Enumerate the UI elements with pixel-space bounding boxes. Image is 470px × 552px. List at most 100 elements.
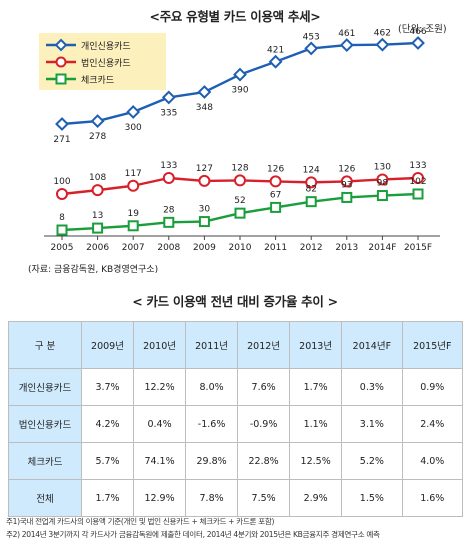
table-row: 체크카드 5.7% 74.1% 29.8% 22.8% 12.5% 5.2% 4… xyxy=(8,442,464,480)
table-cell: 1.1% xyxy=(289,405,343,443)
data-label: 67 xyxy=(270,190,281,200)
x-tick-label: 2013 xyxy=(335,243,358,253)
data-point xyxy=(411,36,425,50)
data-label: 335 xyxy=(160,108,177,118)
data-point xyxy=(197,85,212,99)
data-label: 133 xyxy=(409,161,426,171)
data-point xyxy=(161,90,176,105)
data-label: 453 xyxy=(303,32,320,42)
row-label: 법인신용카드 xyxy=(8,405,82,443)
data-label: 82 xyxy=(305,185,316,195)
data-point xyxy=(56,224,68,236)
diamond-marker-icon xyxy=(46,38,76,52)
data-point xyxy=(268,54,283,69)
data-label: 278 xyxy=(89,132,106,142)
data-point xyxy=(376,173,389,186)
table-cell: 7.6% xyxy=(237,368,291,406)
data-label: 466 xyxy=(409,27,426,37)
data-point xyxy=(234,207,246,219)
table-cell: 1.7% xyxy=(289,368,343,406)
square-marker-icon xyxy=(46,73,76,85)
table-cell: 3.1% xyxy=(341,405,403,443)
x-tick-label: 2006 xyxy=(86,243,109,253)
table-title: < 카드 이용액 전년 대비 증가율 추이 > xyxy=(132,294,338,309)
data-point xyxy=(339,38,354,52)
data-label: 390 xyxy=(231,86,248,96)
table-cell: 12.2% xyxy=(133,368,187,406)
table-cell: 5.2% xyxy=(341,442,403,480)
data-label: 133 xyxy=(160,161,177,171)
x-tick-label: 2012 xyxy=(300,243,323,253)
x-tick-label: 2011 xyxy=(264,243,287,253)
footnotes: 주1)국내 전업계 카드사의 이용액 기준(개인 및 법인 신용카드 + 체크카… xyxy=(6,515,380,541)
data-label: 124 xyxy=(303,165,320,175)
table-cell: 2.4% xyxy=(401,405,464,443)
data-label: 130 xyxy=(374,162,391,172)
data-point xyxy=(270,201,282,213)
table-cell: 74.1% xyxy=(133,442,187,480)
x-tick-label: 2008 xyxy=(157,243,180,253)
x-tick-label: 2014F xyxy=(368,243,396,253)
table-cell: 1.6% xyxy=(401,479,464,517)
row-label: 전체 xyxy=(8,479,82,517)
data-label: 30 xyxy=(199,205,211,215)
data-label: 300 xyxy=(125,123,142,133)
table-row: 개인신용카드 3.7% 12.2% 8.0% 7.6% 1.7% 0.3% 0.… xyxy=(8,368,464,406)
data-label: 19 xyxy=(127,209,139,219)
corner-header: 구 분 xyxy=(8,321,82,369)
data-label: 271 xyxy=(53,135,70,145)
data-point xyxy=(163,216,175,228)
x-tick-label: 2015F xyxy=(404,243,432,253)
data-label: 462 xyxy=(374,29,391,39)
table-cell: 12.5% xyxy=(289,442,343,480)
column-header: 2010년 xyxy=(133,321,187,369)
x-tick-label: 2009 xyxy=(193,243,216,253)
column-header: 2011년 xyxy=(185,321,239,369)
footnote: 주1)국내 전업계 카드사의 이용액 기준(개인 및 법인 신용카드 + 체크카… xyxy=(6,517,275,526)
table-cell: 2.9% xyxy=(289,479,343,517)
row-label: 개인신용카드 xyxy=(8,368,82,406)
data-point xyxy=(198,216,210,228)
table-cell: 4.2% xyxy=(80,405,135,443)
table-cell: 7.8% xyxy=(185,479,239,517)
data-label: 52 xyxy=(234,196,245,206)
data-label: 126 xyxy=(267,164,284,174)
data-label: 108 xyxy=(89,173,106,183)
data-point xyxy=(340,175,353,188)
chart-title: <주요 유형별 카드 이용액 추세> xyxy=(149,9,321,24)
table-cell: 1.5% xyxy=(341,479,403,517)
legend-label: 체크카드 xyxy=(81,76,115,86)
legend-item-corporate-credit: 법인신용카드 xyxy=(45,54,165,70)
data-point xyxy=(375,37,390,52)
table-cell: 4.0% xyxy=(401,442,464,480)
data-point xyxy=(127,220,139,232)
data-point xyxy=(234,174,246,187)
data-point xyxy=(91,184,104,197)
table-cell: 12.9% xyxy=(133,479,187,517)
growth-rate-table: 구 분 2009년 2010년 2011년 2012년 2013년 2014년F… xyxy=(8,321,464,517)
data-point xyxy=(56,188,68,200)
column-header: 2012년 xyxy=(237,321,291,369)
data-label: 126 xyxy=(338,164,355,174)
legend-item-check-card: 체크카드 xyxy=(45,71,165,87)
footnote: 주2) 2014년 3분기까지 각 카드사가 금융감독원에 제출한 데이터, 2… xyxy=(6,530,380,539)
data-point xyxy=(233,67,247,82)
data-point xyxy=(341,191,353,203)
table-cell: 1.7% xyxy=(80,479,135,517)
data-point xyxy=(92,222,104,234)
data-point xyxy=(305,176,318,189)
table-cell: 22.8% xyxy=(237,442,291,480)
chart-legend: 개인신용카드 법인신용카드 체크카드 xyxy=(39,33,166,90)
table-cell: 5.7% xyxy=(80,442,135,480)
column-header: 2015년F xyxy=(401,321,464,369)
data-label: 93 xyxy=(341,180,352,190)
data-point xyxy=(127,179,140,192)
data-label: 461 xyxy=(338,29,355,39)
table-cell: 0.4% xyxy=(133,405,187,443)
table-cell: -1.6% xyxy=(185,405,239,443)
data-point xyxy=(162,172,175,184)
table-cell: 8.0% xyxy=(185,368,239,406)
column-header: 2009년 xyxy=(80,321,135,369)
table-cell: 0.9% xyxy=(401,368,464,406)
data-point xyxy=(126,105,141,119)
